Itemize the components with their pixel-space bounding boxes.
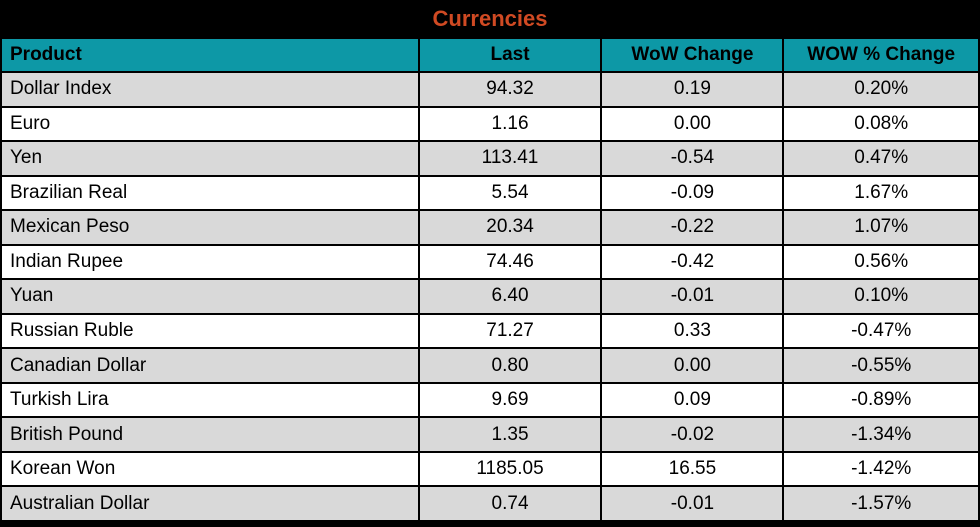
cell-product: Yen <box>0 140 420 177</box>
cell-wow_pct_change: 1.07% <box>782 209 980 246</box>
cell-wow_pct_change: -0.89% <box>782 381 980 419</box>
cell-wow_change: -0.01 <box>600 485 785 522</box>
column-header-product: Product <box>0 37 420 73</box>
cell-last: 20.34 <box>417 209 603 246</box>
table-row: Turkish Lira 9.69 0.09 -0.89% <box>0 381 980 419</box>
cell-wow_pct_change: 1.67% <box>782 174 980 212</box>
table-row: Indian Rupee 74.46 -0.42 0.56% <box>0 243 980 281</box>
cell-last: 94.32 <box>417 71 603 108</box>
cell-wow_change: 0.19 <box>600 71 785 108</box>
cell-last: 113.41 <box>417 140 603 177</box>
cell-product: Mexican Peso <box>0 209 420 246</box>
cell-product: Dollar Index <box>0 71 420 108</box>
cell-last: 1.16 <box>417 105 603 143</box>
column-header-wow-pct-change: WOW % Change <box>782 37 980 73</box>
cell-last: 0.74 <box>417 485 603 522</box>
cell-last: 0.80 <box>417 347 603 384</box>
cell-wow_pct_change: -0.47% <box>782 312 980 350</box>
cell-wow_change: 0.00 <box>600 105 785 143</box>
cell-last: 9.69 <box>417 381 603 419</box>
table-row: Australian Dollar 0.74 -0.01 -1.57% <box>0 485 980 522</box>
table-row: Brazilian Real 5.54 -0.09 1.67% <box>0 174 980 212</box>
cell-wow_pct_change: -1.34% <box>782 416 980 453</box>
cell-wow_change: -0.42 <box>600 243 785 281</box>
cell-wow_pct_change: 0.08% <box>782 105 980 143</box>
table-row: Russian Ruble 71.27 0.33 -0.47% <box>0 312 980 350</box>
table-row: Euro 1.16 0.00 0.08% <box>0 105 980 143</box>
cell-wow_pct_change: -1.42% <box>782 450 980 488</box>
table-header: Product Last WoW Change WOW % Change <box>0 37 980 73</box>
cell-product: Euro <box>0 105 420 143</box>
cell-last: 74.46 <box>417 243 603 281</box>
cell-product: British Pound <box>0 416 420 453</box>
table-title: Currencies <box>432 5 548 31</box>
table-row: Canadian Dollar 0.80 0.00 -0.55% <box>0 347 980 384</box>
header-row: Product Last WoW Change WOW % Change <box>0 37 980 73</box>
table-row: Mexican Peso 20.34 -0.22 1.07% <box>0 209 980 246</box>
cell-product: Brazilian Real <box>0 174 420 212</box>
cell-last: 1185.05 <box>417 450 603 488</box>
cell-wow_change: -0.01 <box>600 278 785 315</box>
cell-wow_change: -0.22 <box>600 209 785 246</box>
table-row: British Pound 1.35 -0.02 -1.34% <box>0 416 980 453</box>
cell-product: Canadian Dollar <box>0 347 420 384</box>
cell-product: Yuan <box>0 278 420 315</box>
cell-wow_pct_change: 0.56% <box>782 243 980 281</box>
table-row: Korean Won 1185.05 16.55 -1.42% <box>0 450 980 488</box>
cell-product: Indian Rupee <box>0 243 420 281</box>
table-title-bar: Currencies <box>0 0 980 37</box>
table-row: Dollar Index 94.32 0.19 0.20% <box>0 71 980 108</box>
cell-wow_pct_change: 0.10% <box>782 278 980 315</box>
table-row: Yuan 6.40 -0.01 0.10% <box>0 278 980 315</box>
cell-last: 5.54 <box>417 174 603 212</box>
cell-wow_pct_change: 0.47% <box>782 140 980 177</box>
table-row: Yen 113.41 -0.54 0.47% <box>0 140 980 177</box>
cell-wow_change: 0.09 <box>600 381 785 419</box>
cell-last: 71.27 <box>417 312 603 350</box>
currencies-table: Product Last WoW Change WOW % Change Dol… <box>0 37 980 522</box>
table-body: Dollar Index 94.32 0.19 0.20% Euro 1.16 0.00 0.… <box>0 71 980 522</box>
cell-wow_change: 16.55 <box>600 450 785 488</box>
cell-product: Korean Won <box>0 450 420 488</box>
cell-product: Turkish Lira <box>0 381 420 419</box>
cell-wow_change: -0.09 <box>600 174 785 212</box>
cell-product: Russian Ruble <box>0 312 420 350</box>
cell-product: Australian Dollar <box>0 485 420 522</box>
cell-last: 6.40 <box>417 278 603 315</box>
cell-last: 1.35 <box>417 416 603 453</box>
cell-wow_pct_change: 0.20% <box>782 71 980 108</box>
cell-wow_change: -0.54 <box>600 140 785 177</box>
column-header-wow-change: WoW Change <box>600 37 785 73</box>
cell-wow_change: 0.33 <box>600 312 785 350</box>
cell-wow_pct_change: -1.57% <box>782 485 980 522</box>
cell-wow_change: 0.00 <box>600 347 785 384</box>
column-header-last: Last <box>417 37 603 73</box>
cell-wow_change: -0.02 <box>600 416 785 453</box>
cell-wow_pct_change: -0.55% <box>782 347 980 384</box>
